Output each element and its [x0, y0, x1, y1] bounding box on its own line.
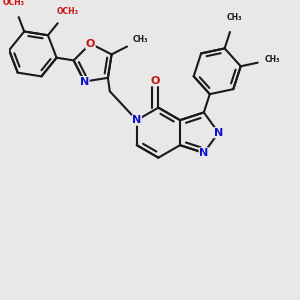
- Text: CH₃: CH₃: [265, 55, 280, 64]
- Text: O: O: [86, 39, 95, 49]
- Text: N: N: [132, 115, 141, 125]
- Text: OCH₃: OCH₃: [2, 0, 24, 7]
- Text: CH₃: CH₃: [227, 13, 242, 22]
- Text: O: O: [150, 76, 160, 86]
- Text: N: N: [199, 148, 208, 158]
- Text: OCH₃: OCH₃: [56, 7, 78, 16]
- Text: CH₃: CH₃: [132, 35, 148, 44]
- Text: N: N: [214, 128, 223, 138]
- Text: N: N: [80, 76, 89, 87]
